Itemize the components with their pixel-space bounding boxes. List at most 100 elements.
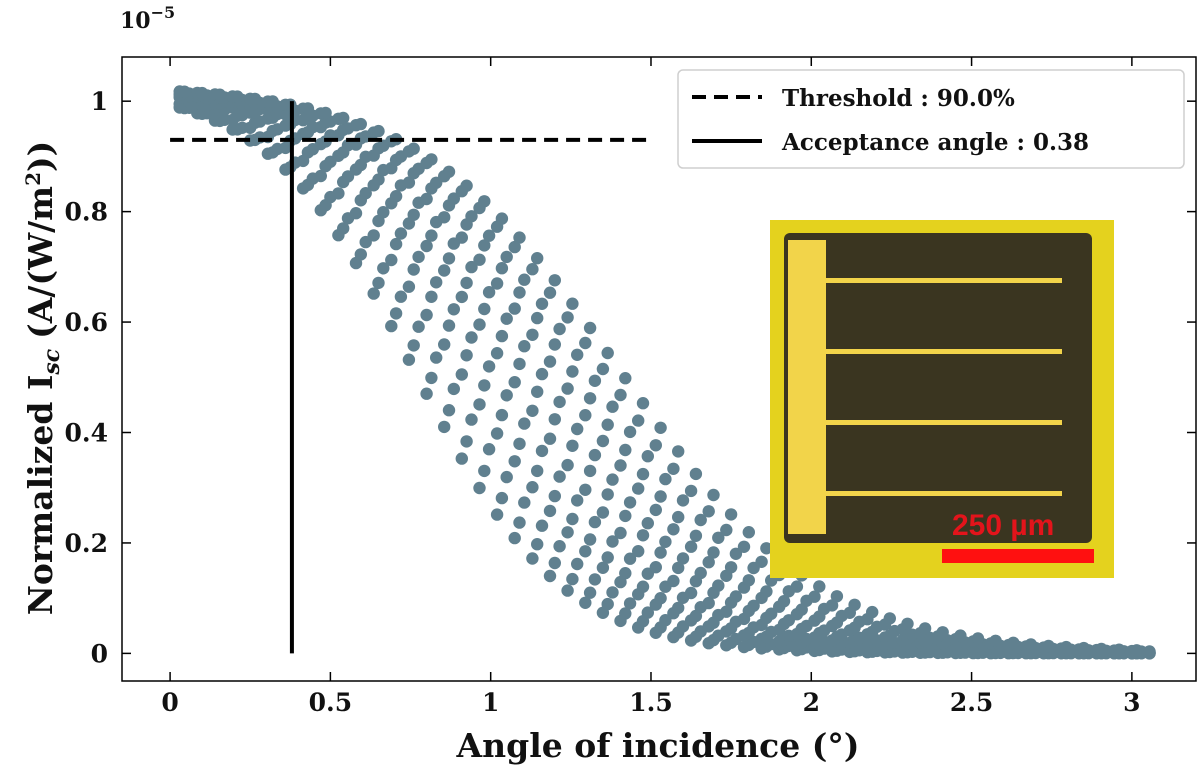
data-point xyxy=(601,346,614,360)
data-point xyxy=(548,338,561,351)
data-point xyxy=(583,586,597,599)
legend-threshold-label: Threshold : 90.0% xyxy=(782,85,1015,112)
data-point xyxy=(266,95,279,108)
data-point xyxy=(579,545,592,558)
data-point xyxy=(553,470,566,483)
data-point xyxy=(583,392,597,405)
data-point xyxy=(407,263,420,276)
data-point xyxy=(571,557,584,571)
data-point xyxy=(623,425,637,439)
data-point xyxy=(394,227,408,240)
data-point xyxy=(337,111,350,125)
data-point xyxy=(571,494,584,507)
tick-labels: 0 0.5 1 1.5 2 2.5 3 0 0.2 0.4 0.6 0.8 1 xyxy=(65,87,1141,717)
inset-micrograph: 250 µm xyxy=(770,220,1114,578)
data-point xyxy=(420,192,433,206)
data-point xyxy=(601,418,614,431)
data-point xyxy=(694,513,707,527)
data-point xyxy=(447,382,460,396)
data-point xyxy=(402,176,416,189)
data-point xyxy=(500,389,513,402)
data-point xyxy=(606,400,619,413)
data-point xyxy=(354,117,367,131)
inset-die xyxy=(784,233,1092,543)
data-point xyxy=(455,368,468,381)
data-point xyxy=(420,387,433,400)
data-point xyxy=(901,617,914,630)
data-point xyxy=(720,523,733,537)
data-point xyxy=(601,488,614,501)
data-point xyxy=(606,586,619,599)
data-point xyxy=(213,88,226,101)
data-point xyxy=(606,473,619,486)
data-point xyxy=(619,607,632,620)
inset-scale-bar-label: 250 µm xyxy=(952,509,1054,542)
data-point xyxy=(548,556,561,570)
data-point xyxy=(672,510,685,524)
data-point xyxy=(490,508,504,521)
data-point xyxy=(649,439,662,452)
data-point xyxy=(495,408,509,422)
data-point xyxy=(659,614,672,627)
data-point xyxy=(531,252,544,265)
data-point xyxy=(425,371,438,385)
data-point xyxy=(367,287,380,300)
data-point xyxy=(553,395,566,409)
data-point xyxy=(654,592,667,605)
data-point xyxy=(490,277,504,290)
data-point xyxy=(438,211,451,224)
inset-busbar xyxy=(788,240,826,534)
data-point xyxy=(447,192,460,205)
data-point xyxy=(425,229,438,242)
data-point xyxy=(478,302,491,316)
data-point xyxy=(623,496,637,509)
data-point xyxy=(478,464,491,478)
data-point xyxy=(720,605,733,618)
data-point xyxy=(583,533,597,546)
data-point xyxy=(430,351,443,364)
data-point xyxy=(442,252,456,265)
data-point xyxy=(747,599,760,612)
data-point xyxy=(535,297,549,310)
data-point xyxy=(389,307,403,320)
data-point xyxy=(438,420,451,434)
data-point xyxy=(737,540,751,553)
data-point xyxy=(1130,644,1143,657)
data-point xyxy=(526,552,539,565)
data-points xyxy=(173,85,1156,660)
data-point xyxy=(808,590,821,603)
data-point xyxy=(641,450,654,463)
data-point xyxy=(455,290,468,304)
data-point xyxy=(425,153,438,166)
data-point xyxy=(632,482,645,495)
data-point xyxy=(465,413,478,426)
data-point xyxy=(672,561,685,575)
data-point xyxy=(460,435,473,448)
data-point xyxy=(936,626,949,639)
data-point xyxy=(659,472,672,486)
data-point xyxy=(473,481,486,495)
data-point xyxy=(649,561,662,574)
data-point xyxy=(724,508,738,521)
x-tick-label: 0.5 xyxy=(309,688,353,717)
inset-scale-bar xyxy=(942,549,1094,563)
data-point xyxy=(407,142,420,155)
y-multiplier: 10−5 xyxy=(120,3,175,34)
data-point xyxy=(425,290,438,303)
data-point xyxy=(1007,636,1020,649)
data-point xyxy=(402,280,416,293)
data-point xyxy=(1143,645,1156,658)
data-point xyxy=(548,489,561,503)
data-point xyxy=(543,504,557,518)
data-point xyxy=(561,458,574,472)
data-point xyxy=(954,629,967,642)
data-point xyxy=(301,102,315,115)
x-tick-label: 2 xyxy=(803,688,820,717)
data-point xyxy=(588,573,602,586)
data-point xyxy=(385,319,398,333)
plot-area-border xyxy=(121,56,1197,682)
data-point xyxy=(508,376,521,389)
data-point xyxy=(500,470,513,484)
data-point xyxy=(614,526,627,540)
data-point xyxy=(553,540,566,553)
